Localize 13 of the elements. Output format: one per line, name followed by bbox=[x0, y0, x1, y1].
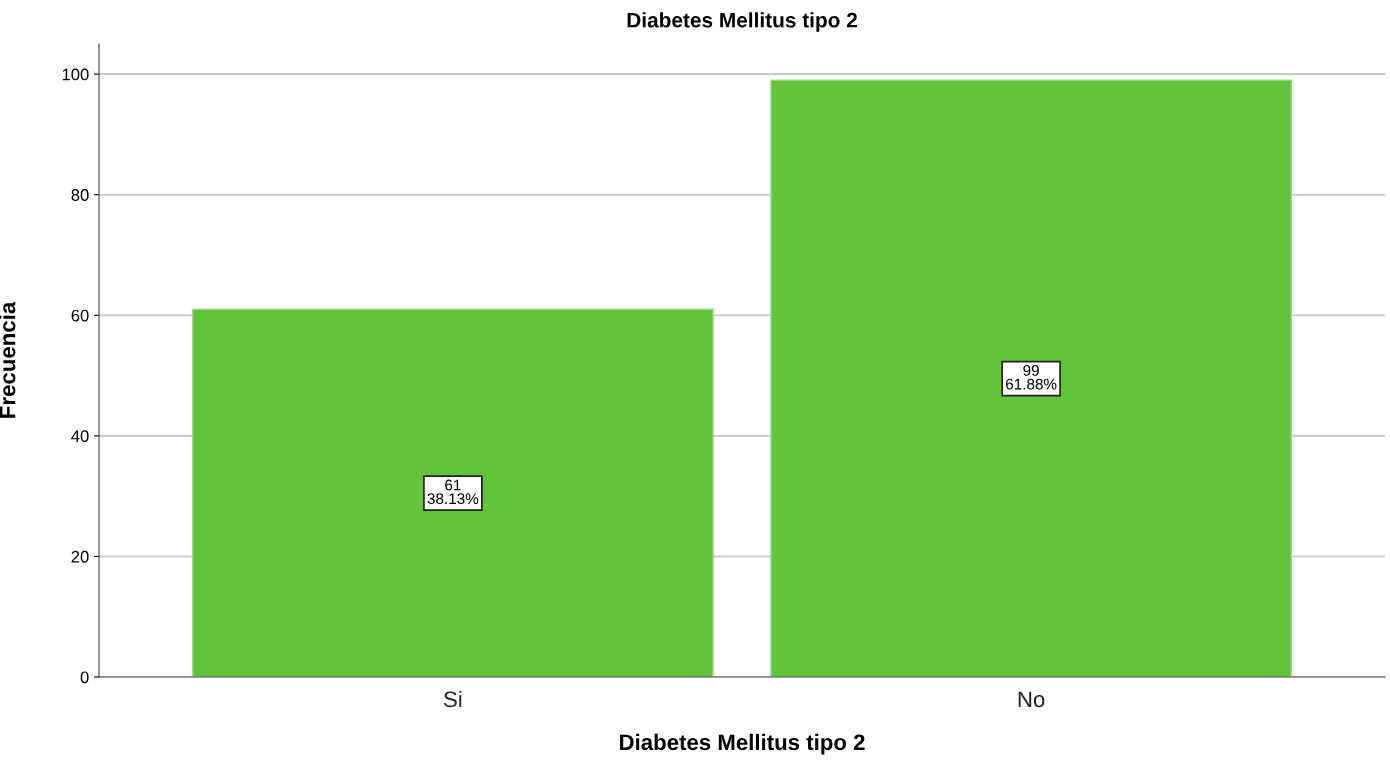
data-label: 61 38.13% bbox=[427, 479, 479, 505]
y-tick-label: 20 bbox=[71, 550, 89, 563]
y-tick-label: 100 bbox=[62, 68, 89, 81]
y-tick-label: 40 bbox=[71, 430, 89, 443]
x-tick-label: Si bbox=[444, 690, 462, 708]
y-tick-label: 0 bbox=[80, 671, 89, 684]
x-axis-title: Diabetes Mellitus tipo 2 bbox=[620, 733, 865, 755]
y-axis-title: Frecuencia bbox=[0, 301, 16, 418]
y-tick-label: 80 bbox=[71, 189, 89, 201]
data-label: 99 61.88% bbox=[1005, 365, 1057, 390]
chart-title: Diabetes Mellitus tipo 2 bbox=[627, 12, 857, 32]
x-tick-label: No bbox=[1018, 691, 1045, 708]
y-tick-label: 60 bbox=[71, 309, 89, 322]
